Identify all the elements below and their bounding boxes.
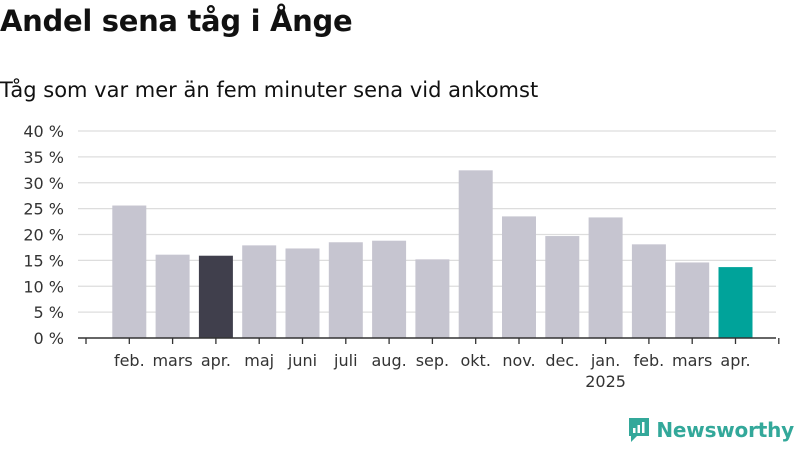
y-tick-label: 40 % xyxy=(23,122,64,141)
bar xyxy=(112,205,147,338)
y-tick-label: 20 % xyxy=(23,226,64,245)
bar xyxy=(631,244,666,338)
y-tick-label: 15 % xyxy=(23,251,64,270)
bar xyxy=(588,217,623,338)
bar xyxy=(285,248,320,338)
x-tick-label: okt. xyxy=(460,351,490,370)
bar xyxy=(155,254,190,338)
chart-subtitle: Tåg som var mer än fem minuter sena vid … xyxy=(0,78,539,102)
x-tick-label: feb. xyxy=(114,351,145,370)
x-tick-label: mars xyxy=(672,351,712,370)
newsworthy-logo: Newsworthy xyxy=(627,416,794,444)
bar xyxy=(198,255,233,338)
bars xyxy=(112,170,753,338)
bar xyxy=(415,259,450,338)
logo-text: Newsworthy xyxy=(656,418,794,442)
x-tick-label: jan. xyxy=(590,351,620,370)
x-tick-label: juni xyxy=(287,351,317,370)
x-axis xyxy=(78,337,780,344)
bar-chart: 0 % 5 % 10 % 15 % 20 % 25 % 30 % 35 % 40 % feb. m… xyxy=(23,122,780,391)
x-tick-label: apr. xyxy=(201,351,231,370)
bar xyxy=(458,170,493,338)
bar xyxy=(718,267,753,338)
newsworthy-logo-icon xyxy=(629,418,650,442)
x-tick-label: dec. xyxy=(545,351,579,370)
y-tick-label: 0 % xyxy=(34,329,64,348)
bar xyxy=(242,245,277,338)
bar xyxy=(675,262,710,338)
y-axis-tick-labels: 0 % 5 % 10 % 15 % 20 % 25 % 30 % 35 % 40 % xyxy=(23,122,64,348)
bar xyxy=(372,240,407,338)
bar xyxy=(545,236,580,338)
y-tick-label: 5 % xyxy=(34,303,64,322)
chart-title: Andel sena tåg i Ånge xyxy=(0,4,353,38)
bar xyxy=(328,242,363,338)
x-tick-label: feb. xyxy=(634,351,665,370)
x-year-label: 2025 xyxy=(585,372,626,391)
y-tick-label: 35 % xyxy=(23,148,64,167)
x-tick-label: apr. xyxy=(720,351,750,370)
x-tick-label: nov. xyxy=(502,351,535,370)
x-tick-label: mars xyxy=(152,351,192,370)
x-tick-label: sep. xyxy=(416,351,449,370)
y-tick-label: 30 % xyxy=(23,174,64,193)
x-tick-label: juli xyxy=(333,351,357,370)
bar xyxy=(502,216,536,338)
x-axis-tick-labels: feb. mars apr. maj juni juli aug. sep. okt. nov. d… xyxy=(114,351,751,391)
x-tick-label: aug. xyxy=(372,351,407,370)
x-tick-label: maj xyxy=(244,351,274,370)
y-tick-label: 10 % xyxy=(23,277,64,296)
y-tick-label: 25 % xyxy=(23,200,64,219)
